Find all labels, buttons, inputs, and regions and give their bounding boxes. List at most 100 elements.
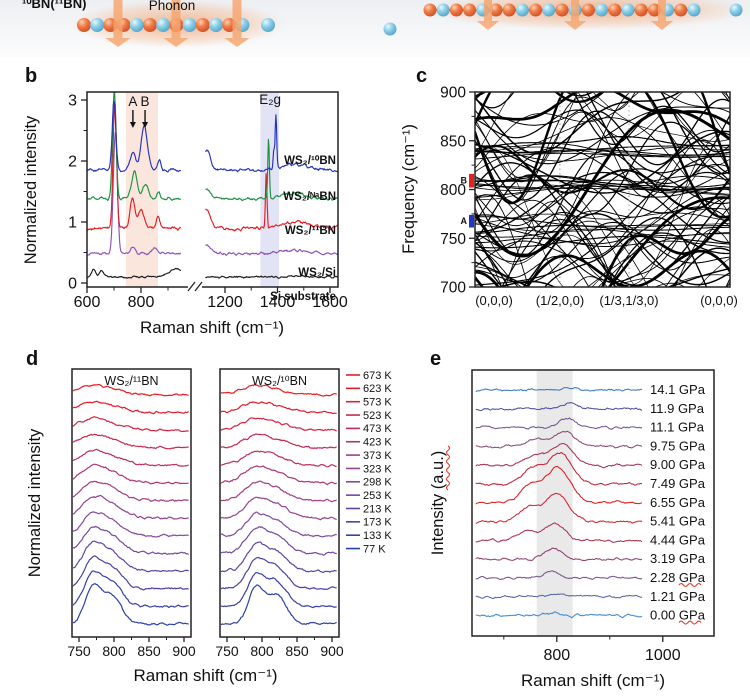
boron-atom xyxy=(647,3,661,17)
legend-entry: 298 K xyxy=(363,477,392,489)
phonon-arrow-icon xyxy=(650,0,674,30)
panel-d-right-title: WS₂/¹⁰BN xyxy=(252,374,307,388)
temperature-curve xyxy=(72,416,189,433)
panel-b-x-axis-label: Raman shift (cm⁻¹) xyxy=(140,318,284,337)
boron-atom xyxy=(423,3,437,17)
panel-d-y-axis-label: Normalized intensity xyxy=(26,428,44,577)
phonon-band xyxy=(475,233,590,287)
panel-c-label: c xyxy=(416,65,427,87)
pressure-curve xyxy=(475,547,643,562)
phonon-band xyxy=(475,237,730,248)
temperature-curve xyxy=(72,555,189,591)
kpath-label: (1/2,0,0) xyxy=(536,293,584,308)
phonon-band xyxy=(475,106,730,165)
boron-atom xyxy=(143,18,157,32)
panel-b-plot-frame xyxy=(86,91,339,288)
phonon-band xyxy=(475,149,730,162)
kpath-label: (1/3,1/3,0) xyxy=(599,293,658,308)
pressure-label: 14.1 GPa xyxy=(650,382,706,397)
legend-entry: 173 K xyxy=(363,517,392,529)
boron-atom xyxy=(449,3,463,17)
panel-e-pressure-series: e Intensity (a.u.) 800 1000 14.1 GPa 11.9 … xyxy=(429,348,715,690)
phonon-band xyxy=(475,121,730,242)
x-tick-label: 900 xyxy=(172,643,196,659)
panel-e-y-axis-label-group: Intensity (a.u.) xyxy=(429,445,451,555)
spectrum-curve xyxy=(205,275,338,279)
x-tick-label: 800 xyxy=(543,647,570,664)
legend-entry: 423 K xyxy=(363,437,392,449)
phonon-band xyxy=(475,92,730,169)
pressure-label: 1.21 GPa xyxy=(650,589,706,604)
temperature-curve xyxy=(220,384,337,397)
phonon-band xyxy=(475,235,730,249)
x-tick-label: 1000 xyxy=(645,647,681,664)
temperature-curve xyxy=(220,526,337,556)
y-tick-label: 1 xyxy=(68,215,77,232)
lone-atom xyxy=(729,3,743,17)
temperature-curve xyxy=(72,570,189,608)
temperature-curve xyxy=(72,448,189,467)
x-tick-label: 600 xyxy=(74,294,101,311)
nitrogen-atom xyxy=(209,18,223,32)
phonon-band xyxy=(475,185,730,271)
panel-e-plot-frame xyxy=(471,369,715,637)
lone-atom xyxy=(261,18,275,32)
temperature-curve xyxy=(72,400,189,415)
phonon-band xyxy=(475,92,730,153)
pressure-label: 0.00 GPa xyxy=(650,608,706,623)
temperature-curve xyxy=(72,583,189,626)
phonon-band xyxy=(475,109,730,183)
phonon-band xyxy=(587,233,730,287)
phonon-band xyxy=(525,249,730,287)
nitrogen-atom xyxy=(515,3,529,17)
spectrum-curve xyxy=(87,100,181,173)
nitrogen-atom xyxy=(436,3,450,17)
panel-b-y-axis-label: Normalized intensity xyxy=(22,115,40,264)
y-tick-label: 3 xyxy=(68,93,77,110)
temperature-curve xyxy=(72,480,189,502)
temperature-curve xyxy=(220,541,337,573)
phonon-band xyxy=(475,194,730,287)
phonon-band xyxy=(475,144,730,211)
legend-entry: 323 K xyxy=(363,463,392,475)
kpath-label: (0,0,0) xyxy=(475,293,513,308)
pressure-label: 2.28 GPa xyxy=(650,570,706,585)
stray-atom xyxy=(383,22,397,36)
panel-c-phonon-dispersion: c Frequency (cm⁻¹) 700 750 800 850 900 (0,0,0… xyxy=(400,65,738,308)
y-tick-label: 900 xyxy=(440,85,466,102)
temperature-curve xyxy=(72,525,189,555)
phonon-band xyxy=(475,92,730,204)
panel-e-label: e xyxy=(430,348,441,370)
phonon-arrow-icon xyxy=(224,0,250,47)
phonon-band xyxy=(565,92,730,175)
y-tick-label: 700 xyxy=(440,280,466,297)
phonon-band xyxy=(475,211,730,287)
series-label: WS₂/Si xyxy=(298,267,336,279)
pressure-curve xyxy=(475,593,643,600)
phonon-band xyxy=(475,224,730,235)
phonon-band xyxy=(475,171,730,244)
phonon-band xyxy=(475,184,730,287)
axis-break-mask xyxy=(188,283,202,292)
panel-b-raman-spectra: b Normalized intensity Si substrate WS₂/S… xyxy=(22,65,348,337)
phonon-band xyxy=(475,179,730,191)
temperature-curve xyxy=(220,450,337,468)
spectrum-curve xyxy=(87,100,181,231)
axis-break-icon xyxy=(187,281,203,292)
spellcheck-squiggle xyxy=(678,582,702,588)
boron-atom xyxy=(634,3,648,17)
x-tick-label: 1200 xyxy=(207,294,243,311)
pressure-label: 11.9 GPa xyxy=(650,401,705,416)
phonon-band xyxy=(475,92,682,155)
pressure-label: 9.00 GPa xyxy=(650,457,706,472)
kpath-label: (0,0,0) xyxy=(700,293,738,308)
phonon-band xyxy=(475,92,730,139)
boron-atom xyxy=(674,3,688,17)
phonon-band xyxy=(526,220,649,287)
legend-entry: 213 K xyxy=(363,503,392,515)
phonon-band xyxy=(586,92,730,192)
y-tick-label: 750 xyxy=(440,231,466,248)
phonon-band xyxy=(475,129,730,268)
nitrogen-atom xyxy=(687,3,701,17)
